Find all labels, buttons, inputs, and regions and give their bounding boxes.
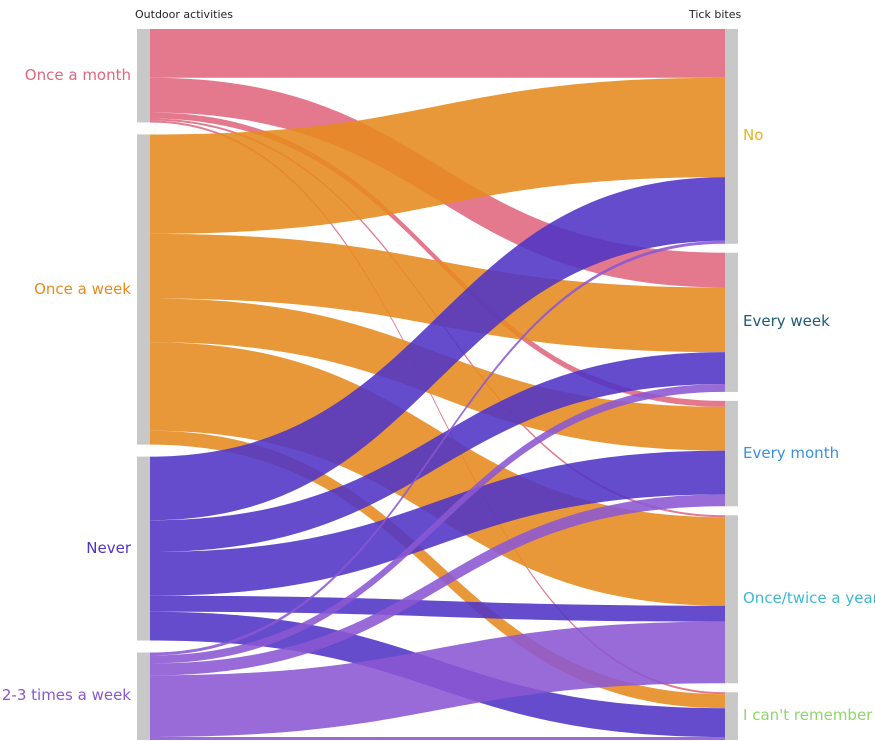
target-label-once-twice-a-year: Once/twice a year <box>743 589 875 607</box>
source-label-once-a-week: Once a week <box>34 280 131 298</box>
source-label-never: Never <box>86 539 131 557</box>
flow-2-3-times-a-week-to-i-can-t-remember <box>150 737 725 740</box>
target-node-every-month <box>725 401 738 506</box>
source-node-once-a-week <box>137 134 150 444</box>
target-node-once-twice-a-year <box>725 515 738 683</box>
source-label-2-3-times-a-week: 2-3 times a week <box>2 686 131 704</box>
source-node-once-a-month <box>137 29 150 122</box>
target-label-i-can-t-remember: I can't remember <box>743 706 872 724</box>
source-label-once-a-month: Once a month <box>25 66 131 84</box>
flow-once-a-month-to-no <box>150 29 725 78</box>
target-label-every-week: Every week <box>743 312 830 330</box>
source-node-2-3-times-a-week <box>137 653 150 740</box>
target-node-every-week <box>725 253 738 392</box>
target-node-no <box>725 29 738 244</box>
target-node-i-can-t-remember <box>725 692 738 740</box>
target-label-every-month: Every month <box>743 444 839 462</box>
source-node-never <box>137 457 150 641</box>
target-label-no: No <box>743 126 763 144</box>
flows-group <box>150 29 725 740</box>
